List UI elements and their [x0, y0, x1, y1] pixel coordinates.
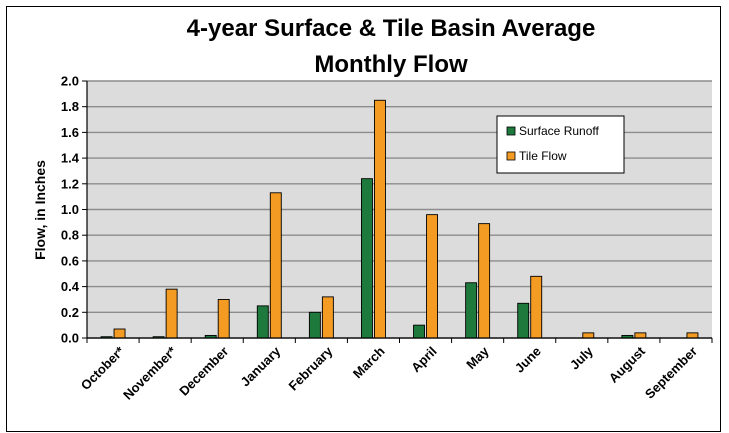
x-tick-label: March	[350, 343, 388, 381]
x-tick-label: August	[606, 343, 649, 386]
legend-swatch	[507, 127, 515, 135]
y-tick-label: 1.2	[61, 176, 79, 191]
y-tick-label: 0.8	[61, 228, 79, 243]
x-tick-label: February	[286, 343, 336, 393]
bar-tile-flow	[166, 289, 177, 338]
x-tick-label: June	[512, 344, 544, 376]
x-tick-label: November*	[120, 343, 180, 403]
y-tick-label: 1.4	[61, 151, 80, 166]
y-tick-label: 0.0	[61, 331, 79, 346]
bar-tile-flow	[687, 333, 698, 338]
bar-tile-flow	[427, 215, 438, 338]
x-tick-label: April	[408, 344, 440, 376]
bar-tile-flow	[114, 329, 125, 338]
bar-tile-flow	[218, 299, 229, 338]
bar-surface-runoff	[466, 283, 477, 338]
x-tick-label: September	[642, 344, 700, 402]
bar-surface-runoff	[361, 179, 372, 338]
legend-swatch	[507, 152, 515, 160]
bar-surface-runoff	[257, 306, 268, 338]
legend-label: Surface Runoff	[519, 124, 599, 138]
x-tick-label: December	[176, 344, 231, 399]
y-tick-label: 1.0	[61, 202, 79, 217]
x-tick-label: January	[238, 343, 284, 389]
bar-tile-flow	[531, 276, 542, 338]
x-tick-label: October*	[78, 343, 128, 393]
bar-surface-runoff	[518, 303, 529, 338]
bar-tile-flow	[270, 193, 281, 338]
y-tick-label: 1.6	[61, 125, 79, 140]
y-tick-label: 1.8	[61, 99, 79, 114]
bar-tile-flow	[479, 224, 490, 338]
chart-title-line-1: 4-year Surface & Tile Basin Average	[187, 15, 596, 42]
y-tick-label: 0.6	[61, 253, 79, 268]
y-tick-label: 2.0	[61, 74, 79, 89]
y-tick-label: 0.4	[61, 279, 80, 294]
y-tick-label: 0.2	[61, 305, 79, 320]
bar-tile-flow	[374, 100, 385, 338]
bar-tile-flow	[322, 297, 333, 338]
y-axis-label: Flow, in Inches	[32, 160, 48, 260]
bar-tile-flow	[583, 333, 594, 338]
x-tick-label: May	[463, 343, 492, 372]
chart-title-line-2: Monthly Flow	[314, 51, 468, 78]
x-tick-label: July	[567, 343, 597, 373]
bar-surface-runoff	[309, 312, 320, 338]
bar-tile-flow	[635, 333, 646, 338]
legend: Surface Runoff Tile Flow	[497, 116, 624, 173]
legend-label: Tile Flow	[519, 149, 567, 163]
bar-surface-runoff	[414, 325, 425, 338]
